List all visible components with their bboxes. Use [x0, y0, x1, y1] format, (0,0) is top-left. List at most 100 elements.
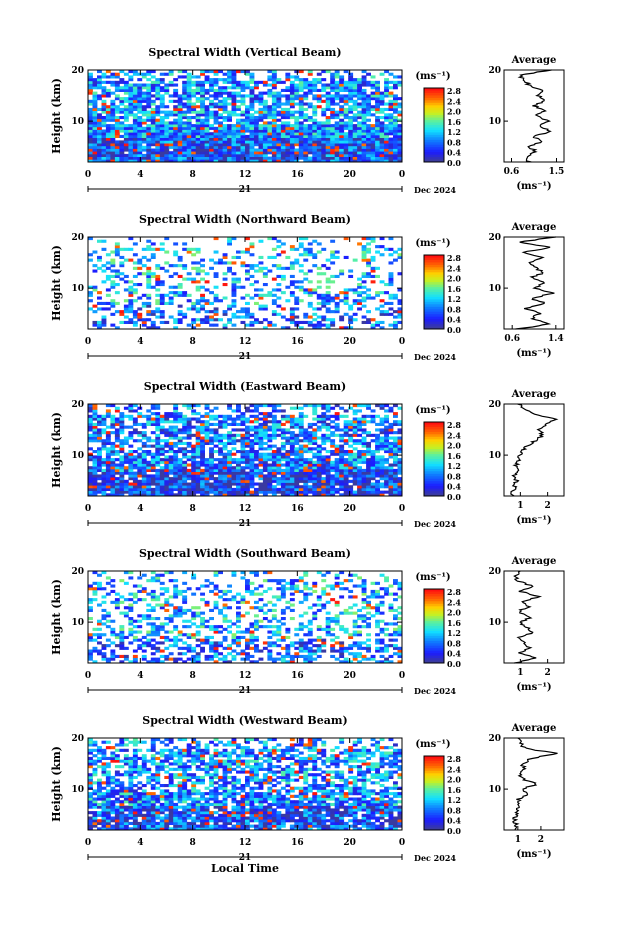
heatmap-cell	[164, 433, 170, 437]
heatmap-cell	[276, 143, 282, 147]
heatmap-cell	[231, 428, 237, 432]
heatmap-cell	[393, 485, 398, 489]
heatmap-cell	[393, 471, 398, 475]
heatmap-cell	[218, 258, 223, 262]
heatmap-cell	[379, 107, 385, 111]
heatmap-cell	[236, 493, 241, 497]
heatmap-cell	[182, 452, 188, 456]
heatmap-cell	[159, 649, 165, 653]
heatmap-cell	[375, 487, 380, 491]
heatmap-cell	[227, 102, 232, 106]
heatmap-cell	[213, 78, 219, 82]
heatmap-cell	[339, 471, 345, 475]
heatmap-cell	[352, 156, 358, 160]
heatmap-cell	[316, 654, 322, 658]
heatmap-cell	[285, 649, 291, 653]
heatmap-cell	[397, 458, 403, 462]
heatmap-cell	[128, 151, 134, 155]
heatmap-cell	[110, 261, 116, 265]
heatmap-cell	[240, 412, 246, 416]
heatmap-cell	[204, 148, 210, 152]
heatmap-cell	[191, 468, 197, 472]
heatmap-cell	[200, 159, 205, 163]
heatmap-cell	[92, 450, 98, 454]
heatmap-cell	[361, 107, 367, 111]
heatmap-cell	[128, 285, 134, 289]
heatmap-cell	[209, 140, 214, 144]
heatmap-cell	[375, 646, 380, 650]
heatmap-cell	[298, 129, 304, 133]
heatmap-cell	[204, 463, 210, 467]
heatmap-cell	[384, 148, 389, 152]
heatmap-cell	[393, 116, 398, 120]
heatmap-cell	[101, 140, 107, 144]
heatmap-cell	[325, 406, 331, 410]
heatmap-cell	[150, 644, 156, 648]
heatmap-cell	[218, 441, 223, 445]
heatmap-cell	[375, 118, 380, 122]
heatmap-cell	[339, 474, 345, 478]
heatmap-cell	[298, 126, 304, 130]
heatmap-cell	[298, 269, 304, 273]
heatmap-cell	[379, 299, 385, 303]
heatmap-cell	[343, 471, 349, 475]
heatmap-cell	[177, 70, 183, 74]
heatmap-cell	[200, 110, 205, 114]
heatmap-cell	[348, 471, 354, 475]
x-tick-label: 0	[85, 504, 91, 514]
heatmap-cell	[254, 126, 259, 130]
heatmap-cell	[200, 137, 205, 141]
heatmap-cell	[164, 129, 170, 133]
heatmap-cell	[119, 431, 125, 435]
heatmap-cell	[348, 439, 354, 443]
heatmap-cell	[289, 425, 295, 429]
heatmap-cell	[285, 140, 291, 144]
heatmap-cell	[334, 482, 340, 486]
heatmap-cell	[366, 414, 371, 418]
heatmap-cell	[289, 406, 295, 410]
x-tick-label: 16	[291, 337, 304, 347]
heatmap-cell	[128, 280, 134, 284]
heatmap-cell	[227, 318, 232, 322]
heatmap-cell	[240, 285, 246, 289]
heatmap-cell	[249, 99, 255, 103]
heatmap-cell	[357, 422, 362, 426]
heatmap-cell	[159, 444, 165, 448]
heatmap-cell	[285, 148, 291, 152]
heatmap-cell	[146, 78, 152, 82]
heatmap-cell	[155, 310, 161, 314]
heatmap-cell	[88, 86, 93, 90]
heatmap-cell	[186, 124, 192, 128]
heatmap-cell	[316, 436, 322, 440]
heatmap-cell	[388, 436, 394, 440]
heatmap-cell	[375, 116, 380, 120]
heatmap-cell	[397, 447, 403, 451]
heatmap-cell	[213, 118, 219, 122]
heatmap-cell	[191, 88, 197, 92]
heatmap-cell	[218, 490, 223, 494]
heatmap-cell	[110, 487, 116, 491]
heatmap-cell	[209, 409, 214, 413]
heatmap-cell	[348, 466, 354, 470]
heatmap-cell	[321, 420, 327, 424]
heatmap-cell	[155, 156, 161, 160]
heatmap-cell	[294, 455, 300, 459]
heatmap-cell	[209, 468, 214, 472]
heatmap-cell	[231, 323, 237, 327]
heatmap-cell	[397, 153, 403, 157]
heatmap-cell	[231, 452, 237, 456]
heatmap-cell	[227, 156, 232, 160]
heatmap-cell	[159, 452, 165, 456]
heatmap-cell	[325, 409, 331, 413]
heatmap-cell	[123, 132, 129, 136]
heatmap-cell	[105, 118, 111, 122]
heatmap-cell	[209, 134, 214, 138]
heatmap-cell	[254, 80, 259, 84]
heatmap-cell	[276, 105, 282, 109]
heatmap-cell	[334, 126, 340, 130]
heatmap-cell	[303, 134, 309, 138]
heatmap-cell	[159, 471, 165, 475]
heatmap-cell	[105, 450, 111, 454]
heatmap-cell	[352, 447, 358, 451]
heatmap-cell	[195, 441, 201, 445]
